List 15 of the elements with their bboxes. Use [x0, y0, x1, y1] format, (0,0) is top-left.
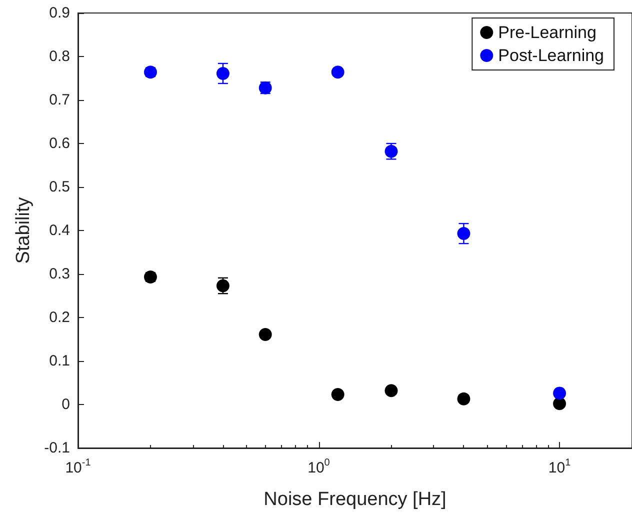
legend-label: Pre-Learning	[498, 23, 596, 42]
y-tick-label: 0.8	[49, 48, 70, 65]
y-tick-label: 0.7	[49, 92, 70, 108]
y-tick-label: 0.6	[49, 135, 70, 152]
y-tick-label: 0.4	[49, 222, 70, 239]
y-tick-label: 0.5	[49, 178, 70, 196]
y-tick-label: 0.1	[49, 352, 70, 370]
y-tick-label: 0.2	[49, 309, 70, 326]
y-tick-label: 0	[62, 396, 70, 413]
y-tick-label: -0.1	[44, 440, 70, 456]
y-tick-label: 0.3	[49, 266, 70, 282]
y-axis-title: Stability	[13, 196, 34, 264]
legend-label: Post-Learning	[498, 46, 604, 65]
y-tick-label: 0.9	[49, 4, 70, 22]
x-axis-title: Noise Frequency [Hz]	[264, 489, 446, 510]
